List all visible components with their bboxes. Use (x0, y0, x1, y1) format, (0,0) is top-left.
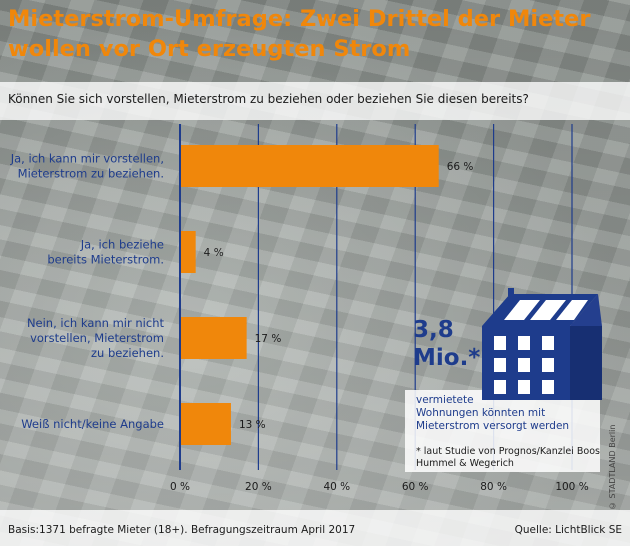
x-tick-label-80: 80 % (480, 481, 507, 493)
category-label-3: Weiß nicht/keine Angabe (21, 417, 164, 431)
value-label-2: 17 % (255, 333, 282, 345)
callout-text-line-1: vermietete (416, 394, 474, 406)
bar-2 (181, 317, 247, 359)
category-label-0-line-0: Ja, ich kann mir vorstellen, (10, 152, 164, 166)
title-line-1: Mieterstrom-Umfrage: Zwei Drittel der Mi… (8, 6, 591, 32)
survey-question: Können Sie sich vorstellen, Mieterstrom … (8, 92, 529, 106)
bar-3 (181, 403, 231, 445)
category-label-2-line-1: vorstellen, Mieterstrom (30, 331, 164, 345)
callout-footnote-line-1: * laut Studie von Prognos/Kanzlei Boos (416, 446, 600, 457)
chart-title: Mieterstrom-Umfrage: Zwei Drittel der Mi… (8, 4, 618, 64)
x-tick-label-60: 60 % (402, 481, 429, 493)
category-label-1-line-0: Ja, ich beziehe (80, 238, 164, 252)
callout-box (405, 390, 600, 472)
title-line-2: wollen vor Ort erzeugten Strom (8, 36, 411, 62)
category-label-2: Nein, ich kann mir nicht vorstellen, Miet… (27, 316, 165, 360)
category-label-2-line-2: zu beziehen. (91, 346, 164, 360)
callout-figure: 3,8 Mio.* (413, 316, 480, 372)
value-label-0: 66 % (447, 161, 474, 173)
value-label-1: 4 % (204, 247, 224, 259)
callout-text-line-3: Mieterstrom versorgt werden (416, 420, 570, 432)
x-tick-label-100: 100 % (555, 481, 588, 493)
basis-note: Basis:1371 befragte Mieter (18+). Befrag… (8, 524, 356, 536)
callout-footnote: * laut Studie von Prognos/Kanzlei Boos H… (416, 446, 600, 470)
bar-1 (181, 231, 196, 273)
footer-band (0, 510, 630, 546)
copyright-note: © STADTLAND Berlin (608, 424, 617, 510)
value-label-3: 13 % (239, 419, 266, 431)
callout-figure-line-2: Mio.* (413, 345, 481, 371)
callout-text-line-2: Wohnungen könnten mit (416, 407, 546, 419)
bar-0 (181, 145, 439, 187)
callout-figure-line-1: 3,8 (413, 317, 454, 343)
callout-footnote-line-2: Hummel & Wegerich (416, 458, 514, 469)
category-label-0-line-1: Mieterstrom zu beziehen. (18, 167, 164, 181)
category-label-1-line-1: bereits Mieterstrom. (47, 253, 164, 267)
source-note: Quelle: LichtBlick SE (514, 524, 622, 536)
x-tick-label-20: 20 % (245, 481, 272, 493)
category-label-1: Ja, ich beziehe bereits Mieterstrom. (47, 238, 164, 267)
category-label-2-line-0: Nein, ich kann mir nicht (27, 316, 165, 330)
x-tick-label-40: 40 % (323, 481, 350, 493)
building-with-solar-panels-icon (482, 288, 602, 400)
question-band (0, 82, 630, 120)
category-label-3-line-0: Weiß nicht/keine Angabe (21, 417, 164, 431)
callout-text: vermietete Wohnungen könnten mit Mieters… (416, 394, 569, 433)
category-label-0: Ja, ich kann mir vorstellen, Mieterstrom … (10, 152, 164, 181)
x-tick-label-0: 0 % (170, 481, 190, 493)
